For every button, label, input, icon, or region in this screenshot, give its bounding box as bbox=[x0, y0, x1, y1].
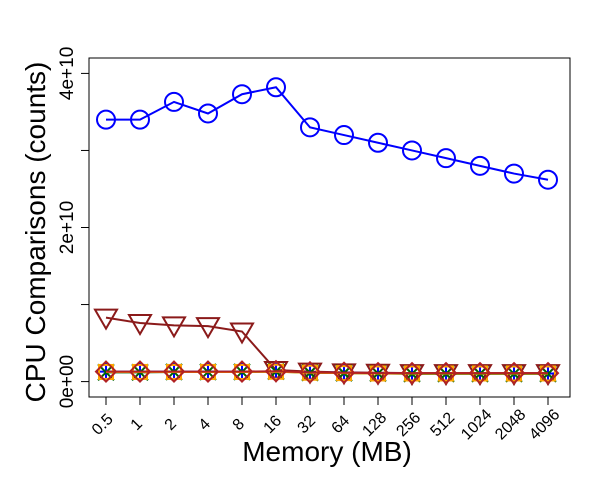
y-tick-label: 4e+10 bbox=[57, 47, 78, 100]
data-point bbox=[130, 109, 150, 130]
data-point bbox=[195, 317, 221, 340]
data-point bbox=[96, 109, 116, 130]
x-tick-label: 1024 bbox=[458, 406, 495, 443]
x-tick-label: 64 bbox=[329, 412, 354, 437]
data-point bbox=[232, 84, 252, 105]
x-tick-label: 512 bbox=[427, 409, 458, 440]
y-axis: 0e+00 2e+10 4e+10 bbox=[57, 47, 89, 408]
data-point bbox=[127, 314, 153, 337]
x-tick-label: 0.5 bbox=[89, 411, 117, 439]
series-0 bbox=[96, 77, 558, 190]
data-point bbox=[366, 361, 390, 385]
data-point bbox=[400, 361, 424, 385]
series-line bbox=[106, 370, 548, 375]
x-tick-label: 1 bbox=[128, 416, 146, 434]
data-point bbox=[93, 308, 119, 331]
data-point bbox=[94, 360, 118, 383]
data-point bbox=[264, 359, 288, 383]
data-point bbox=[300, 117, 320, 138]
data-point bbox=[504, 163, 524, 184]
y-axis-title: CPU Comparisons (counts) bbox=[20, 62, 51, 403]
data-point bbox=[161, 316, 187, 339]
y-tick-label: 0e+00 bbox=[57, 355, 78, 408]
data-point bbox=[470, 155, 490, 176]
data-point bbox=[436, 148, 456, 169]
data-point bbox=[229, 322, 255, 345]
data-point bbox=[538, 169, 558, 190]
data-point bbox=[434, 361, 458, 385]
x-tick-label: 4096 bbox=[526, 406, 563, 443]
x-tick-label: 2048 bbox=[492, 406, 529, 443]
x-tick-label: 32 bbox=[295, 412, 320, 437]
x-tick-label: 16 bbox=[261, 412, 286, 437]
series-line bbox=[106, 86, 549, 181]
data-point bbox=[128, 360, 152, 383]
data-point bbox=[334, 125, 354, 146]
data-point bbox=[332, 361, 356, 385]
data-point bbox=[266, 77, 286, 98]
x-tick-label: 2 bbox=[162, 416, 180, 434]
x-axis-title: Memory (MB) bbox=[242, 436, 412, 467]
data-point bbox=[164, 91, 184, 112]
data-point bbox=[230, 360, 254, 383]
data-point bbox=[402, 140, 422, 161]
series-layer bbox=[93, 77, 561, 387]
data-point bbox=[502, 361, 526, 385]
x-tick-label: 4 bbox=[196, 416, 214, 434]
series-5 bbox=[94, 359, 560, 385]
data-point bbox=[536, 361, 560, 385]
x-tick-label: 8 bbox=[230, 416, 248, 434]
data-point bbox=[468, 361, 492, 385]
data-point bbox=[298, 360, 322, 384]
data-point bbox=[196, 360, 220, 383]
data-point bbox=[162, 360, 186, 383]
data-point bbox=[198, 103, 218, 124]
y-tick-label: 2e+10 bbox=[57, 201, 78, 254]
data-point bbox=[368, 132, 388, 153]
